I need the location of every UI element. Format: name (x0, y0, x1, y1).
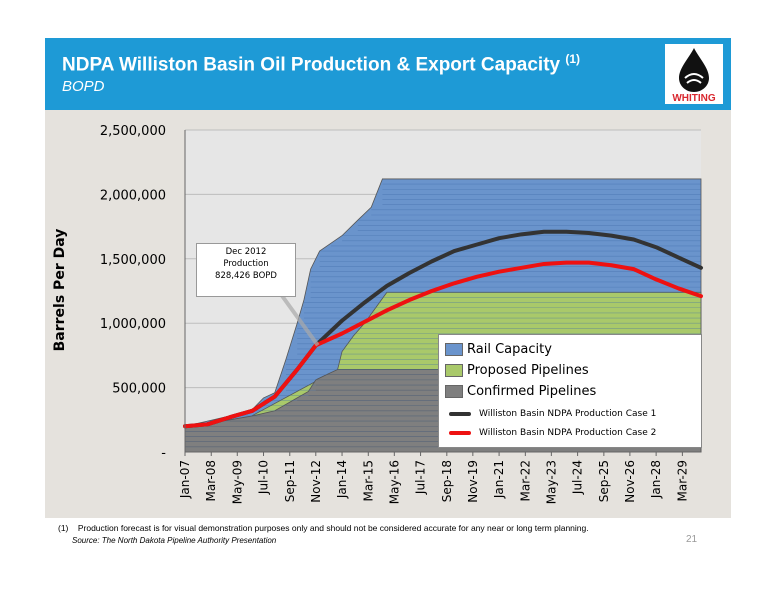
footnote-text: Production forecast is for visual demons… (77, 523, 589, 533)
x-tick-label-4: Sep-11 (283, 460, 297, 502)
legend-item-case1: Williston Basin NDPA Production Case 1 (445, 406, 656, 422)
slide-subtitle: BOPD (62, 78, 105, 95)
x-tick-label-6: Jan-14 (335, 460, 349, 499)
legend-swatch-confirmed (445, 384, 463, 398)
y-tick-label-0: - (161, 446, 166, 461)
whiting-logo: WHITING (665, 44, 723, 104)
y-tick-label-4: 2,000,000 (100, 188, 166, 203)
legend-line-case2 (449, 431, 471, 435)
legend-label-confirmed: Confirmed Pipelines (467, 383, 597, 399)
footnote-number: (1) (58, 523, 69, 533)
legend-label-proposed: Proposed Pipelines (467, 362, 589, 378)
x-tick-label-19: Mar-29 (675, 460, 689, 501)
x-tick-label-2: May-09 (230, 460, 244, 504)
slide-title: NDPA Williston Basin Oil Production & Ex… (62, 52, 580, 76)
dec-2012-callout: Dec 2012 Production 828,426 BOPD (196, 243, 296, 297)
callout-line-2: Production (223, 259, 269, 269)
x-tick-label-12: Jan-21 (492, 460, 506, 499)
x-tick-label-9: Jul-17 (414, 460, 428, 495)
x-tick-label-3: Jul-10 (257, 460, 271, 495)
title-footnote-marker: (1) (565, 52, 581, 66)
y-tick-label-2: 1,000,000 (100, 317, 166, 332)
x-tick-label-0: Jan-07 (178, 460, 192, 499)
x-tick-label-10: Sep-18 (440, 460, 454, 502)
x-tick-label-13: Mar-22 (518, 460, 532, 501)
x-tick-label-15: Jul-24 (571, 460, 585, 495)
callout-pointer (278, 291, 320, 347)
y-tick-label-5: 2,500,000 (100, 124, 166, 139)
callout-line-1: Dec 2012 (225, 247, 267, 257)
legend-label-rail: Rail Capacity (467, 341, 552, 357)
x-tick-label-14: May-23 (544, 460, 558, 504)
y-tick-label-1: 500,000 (112, 382, 166, 397)
legend-swatch-proposed (445, 363, 463, 377)
legend-label-case2: Williston Basin NDPA Production Case 2 (479, 428, 657, 438)
legend-item-case2: Williston Basin NDPA Production Case 2 (445, 425, 656, 441)
line-case-2 (183, 260, 703, 429)
y-axis-label: Barrels Per Day (52, 228, 68, 352)
x-tick-label-18: Jan-28 (649, 460, 663, 499)
x-tick-label-11: Nov-19 (466, 460, 480, 503)
legend-line-case1 (449, 412, 471, 416)
x-tick-label-17: Nov-26 (623, 460, 637, 503)
callout-line-3: 828,426 BOPD (215, 271, 277, 281)
x-tick-label-5: Nov-12 (309, 460, 323, 503)
page-number: 21 (686, 534, 698, 545)
x-tick-label-7: Mar-15 (361, 460, 375, 501)
legend-item-confirmed: Confirmed Pipelines (445, 383, 596, 399)
footnote: (1) Production forecast is for visual de… (58, 523, 589, 533)
legend-item-rail: Rail Capacity (445, 341, 552, 357)
source-note: Source: The North Dakota Pipeline Author… (72, 536, 277, 545)
logo-text: WHITING (672, 93, 716, 104)
x-tick-label-1: Mar-08 (204, 460, 218, 501)
x-tick-label-8: May-16 (387, 460, 401, 504)
slide-header: NDPA Williston Basin Oil Production & Ex… (45, 38, 731, 110)
slide-title-text: NDPA Williston Basin Oil Production & Ex… (62, 54, 561, 76)
legend-label-case1: Williston Basin NDPA Production Case 1 (479, 409, 657, 419)
legend-swatch-rail (445, 342, 463, 356)
chart-legend: Rail Capacity Proposed Pipelines Confirm… (438, 334, 702, 448)
y-tick-label-3: 1,500,000 (100, 253, 166, 268)
x-tick-label-16: Sep-25 (597, 460, 611, 502)
legend-item-proposed: Proposed Pipelines (445, 362, 589, 378)
